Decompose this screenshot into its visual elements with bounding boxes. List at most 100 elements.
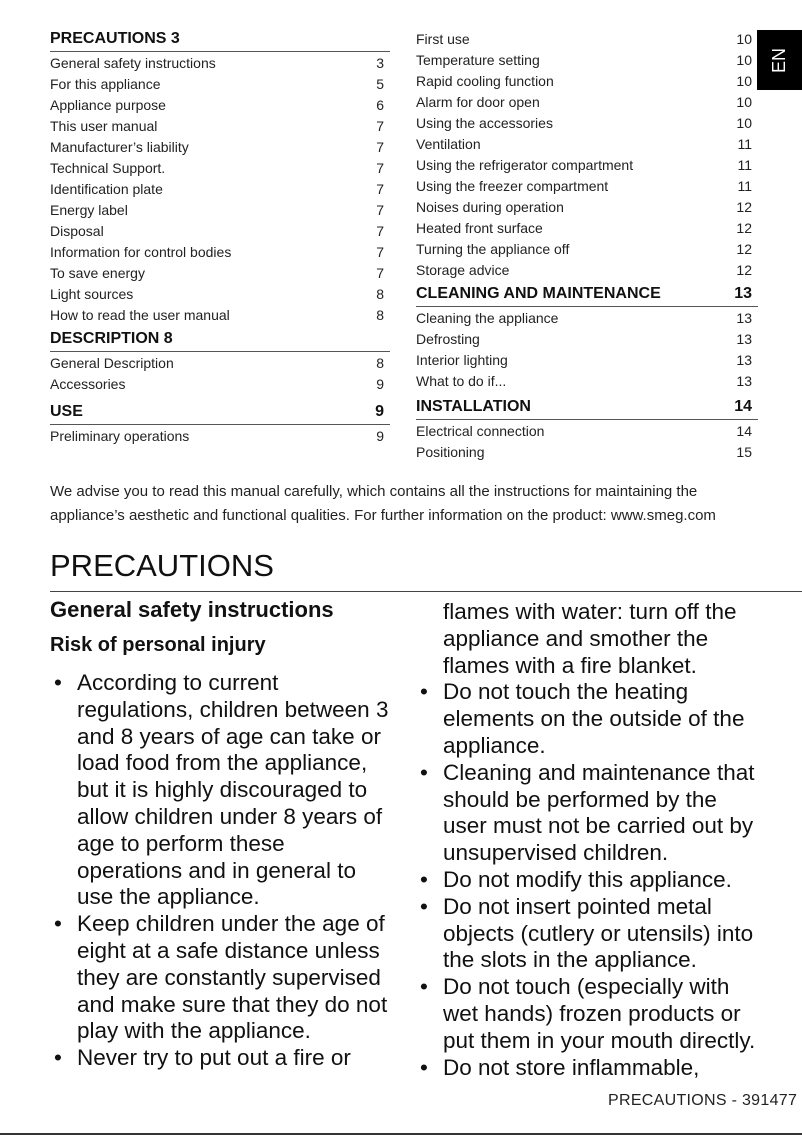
language-tab: EN: [757, 30, 802, 90]
toc-entry-label: Identification plate: [50, 180, 163, 197]
toc-entry[interactable]: Preliminary operations 9: [50, 425, 390, 446]
toc-entry[interactable]: General Description 8: [50, 352, 390, 373]
toc-entry-page: 13: [736, 351, 752, 368]
toc-entry-page: 7: [376, 264, 384, 281]
toc-entry[interactable]: Using the accessories 10: [416, 112, 758, 133]
text-line: appliance and smother the: [443, 625, 709, 651]
toc-entry[interactable]: Turning the appliance off 12: [416, 238, 758, 259]
toc-entry-label: Using the freezer compartment: [416, 177, 609, 194]
toc-entry[interactable]: To save energy 7: [50, 262, 390, 283]
section-title: General safety instructions: [50, 597, 334, 622]
language-label: EN: [768, 47, 789, 73]
toc-entry[interactable]: Accessories 9: [50, 373, 390, 394]
toc-entry[interactable]: Disposal 7: [50, 220, 390, 241]
toc-entry[interactable]: How to read the user manual 8: [50, 304, 390, 325]
toc-entry-page: 7: [376, 201, 384, 218]
text-line: they are constantly supervised: [77, 964, 381, 990]
text-line: Do not touch the heating: [443, 679, 689, 705]
toc-section-heading: DESCRIPTION 8: [50, 325, 390, 352]
toc-entry[interactable]: Information for control bodies 7: [50, 241, 390, 262]
toc-entry-page: 7: [376, 117, 384, 134]
page-footer: PRECAUTIONS - 391477: [608, 1092, 798, 1109]
toc-entry[interactable]: Electrical connection 14: [416, 420, 758, 441]
toc-entry[interactable]: For this appliance 5: [50, 73, 390, 94]
toc-entry-label: Heated front surface: [416, 219, 543, 236]
toc-entry[interactable]: Interior lighting 13: [416, 349, 758, 370]
toc-entry-page: 10: [736, 72, 752, 89]
toc-entry[interactable]: Rapid cooling function 10: [416, 70, 758, 91]
toc-entry[interactable]: Light sources 8: [50, 283, 390, 304]
toc-entry-label: Alarm for door open: [416, 93, 540, 110]
toc-entry-page: 10: [736, 93, 752, 110]
toc-entry-label: To save energy: [50, 264, 145, 281]
toc-entry[interactable]: Ventilation 11: [416, 133, 758, 154]
toc-entry[interactable]: Storage advice 12: [416, 259, 758, 280]
bullet-item: • Do not modify this appliance.: [416, 867, 802, 894]
toc-entry[interactable]: Using the refrigerator compartment 11: [416, 154, 758, 175]
text-line: should be performed by the: [443, 786, 717, 812]
toc-entry-page: 6: [376, 96, 384, 113]
toc-entry-label: Rapid cooling function: [416, 72, 554, 89]
toc-entry-page: 14: [736, 422, 752, 439]
text-line: flames with water: turn off the: [443, 599, 737, 624]
bullet-item: • According to current regulations, childr…: [50, 670, 395, 911]
toc-entry-page: 10: [736, 114, 752, 131]
toc-entry[interactable]: First use 10: [416, 28, 758, 49]
toc-entry-page: 11: [737, 135, 752, 152]
toc-entry-page: 10: [736, 51, 752, 68]
toc-entry[interactable]: Temperature setting 10: [416, 49, 758, 70]
bullet-icon: •: [420, 759, 428, 785]
text-line: elements on the outside of the: [443, 706, 745, 732]
toc-entry-page: 7: [376, 222, 384, 239]
toc-entry[interactable]: Defrosting 13: [416, 328, 758, 349]
toc-entry-label: Using the refrigerator compartment: [416, 156, 634, 173]
toc-entry-page: 3: [376, 54, 384, 71]
bullet-item: • Do not store inflammable,: [416, 1055, 802, 1082]
toc-entry[interactable]: Technical Support. 7: [50, 157, 390, 178]
text-line: the slots in the appliance.: [443, 947, 697, 973]
toc-entry-label: Defrosting: [416, 330, 480, 347]
toc-entry[interactable]: Noises during operation 12: [416, 196, 758, 217]
toc-entry-page: 5: [376, 75, 384, 92]
toc-entry-label: Information for control bodies: [50, 243, 232, 260]
toc-entry[interactable]: Heated front surface 12: [416, 217, 758, 238]
toc-entry-page: 7: [376, 159, 384, 176]
text-line: play with the appliance.: [77, 1018, 311, 1044]
toc-entry-page: 12: [736, 219, 752, 236]
text-line: use the appliance.: [77, 884, 260, 910]
toc-entry-page: 7: [376, 243, 384, 260]
toc-entry-label: General safety instructions: [50, 54, 216, 71]
toc-entry[interactable]: Alarm for door open 10: [416, 91, 758, 112]
toc-entry[interactable]: Appliance purpose 6: [50, 94, 390, 115]
toc-entry-label: Accessories: [50, 375, 126, 392]
bullet-item: • Do not touch the heating elements on the…: [416, 679, 802, 759]
subsection-title: Risk of personal injury: [50, 634, 266, 656]
toc-entry[interactable]: General safety instructions 3: [50, 52, 390, 73]
intro-line: We advise you to read this manual carefu…: [50, 483, 698, 500]
toc-entry[interactable]: Manufacturer’s liability 7: [50, 136, 390, 157]
toc-entry[interactable]: What to do if... 13: [416, 370, 758, 391]
toc-entry-page: 12: [736, 240, 752, 257]
toc-entry[interactable]: Using the freezer compartment 11: [416, 175, 758, 196]
toc-entry-label: First use: [416, 30, 470, 47]
toc-entry-page: 8: [376, 306, 384, 323]
toc-entry-label: Manufacturer’s liability: [50, 138, 189, 155]
toc-entry-label: Using the accessories: [416, 114, 553, 131]
page-title: PRECAUTIONS: [50, 548, 274, 583]
toc-section-heading: CLEANING AND MAINTENANCE 13: [416, 280, 758, 307]
toc-entry[interactable]: Energy label 7: [50, 199, 390, 220]
toc-entry[interactable]: Identification plate 7: [50, 178, 390, 199]
toc-entry[interactable]: Positioning 15: [416, 441, 758, 462]
text-line: Do not touch (especially with: [443, 974, 730, 1000]
footer-divider: [0, 1133, 802, 1135]
toc-entry-label: Ventilation: [416, 135, 481, 152]
text-line: Never try to put out a fire or: [77, 1045, 351, 1071]
toc-entry[interactable]: This user manual 7: [50, 115, 390, 136]
toc-entry-page: 12: [736, 198, 752, 215]
toc-entry[interactable]: Cleaning the appliance 13: [416, 307, 758, 328]
text-line: put them in your mouth directly.: [443, 1027, 756, 1053]
toc-entry-label: Temperature setting: [416, 51, 540, 68]
text-line: Do not insert pointed metal: [443, 893, 712, 919]
text-line: user must not be carried out by: [443, 813, 754, 839]
toc-section-heading: PRECAUTIONS 3: [50, 27, 390, 52]
